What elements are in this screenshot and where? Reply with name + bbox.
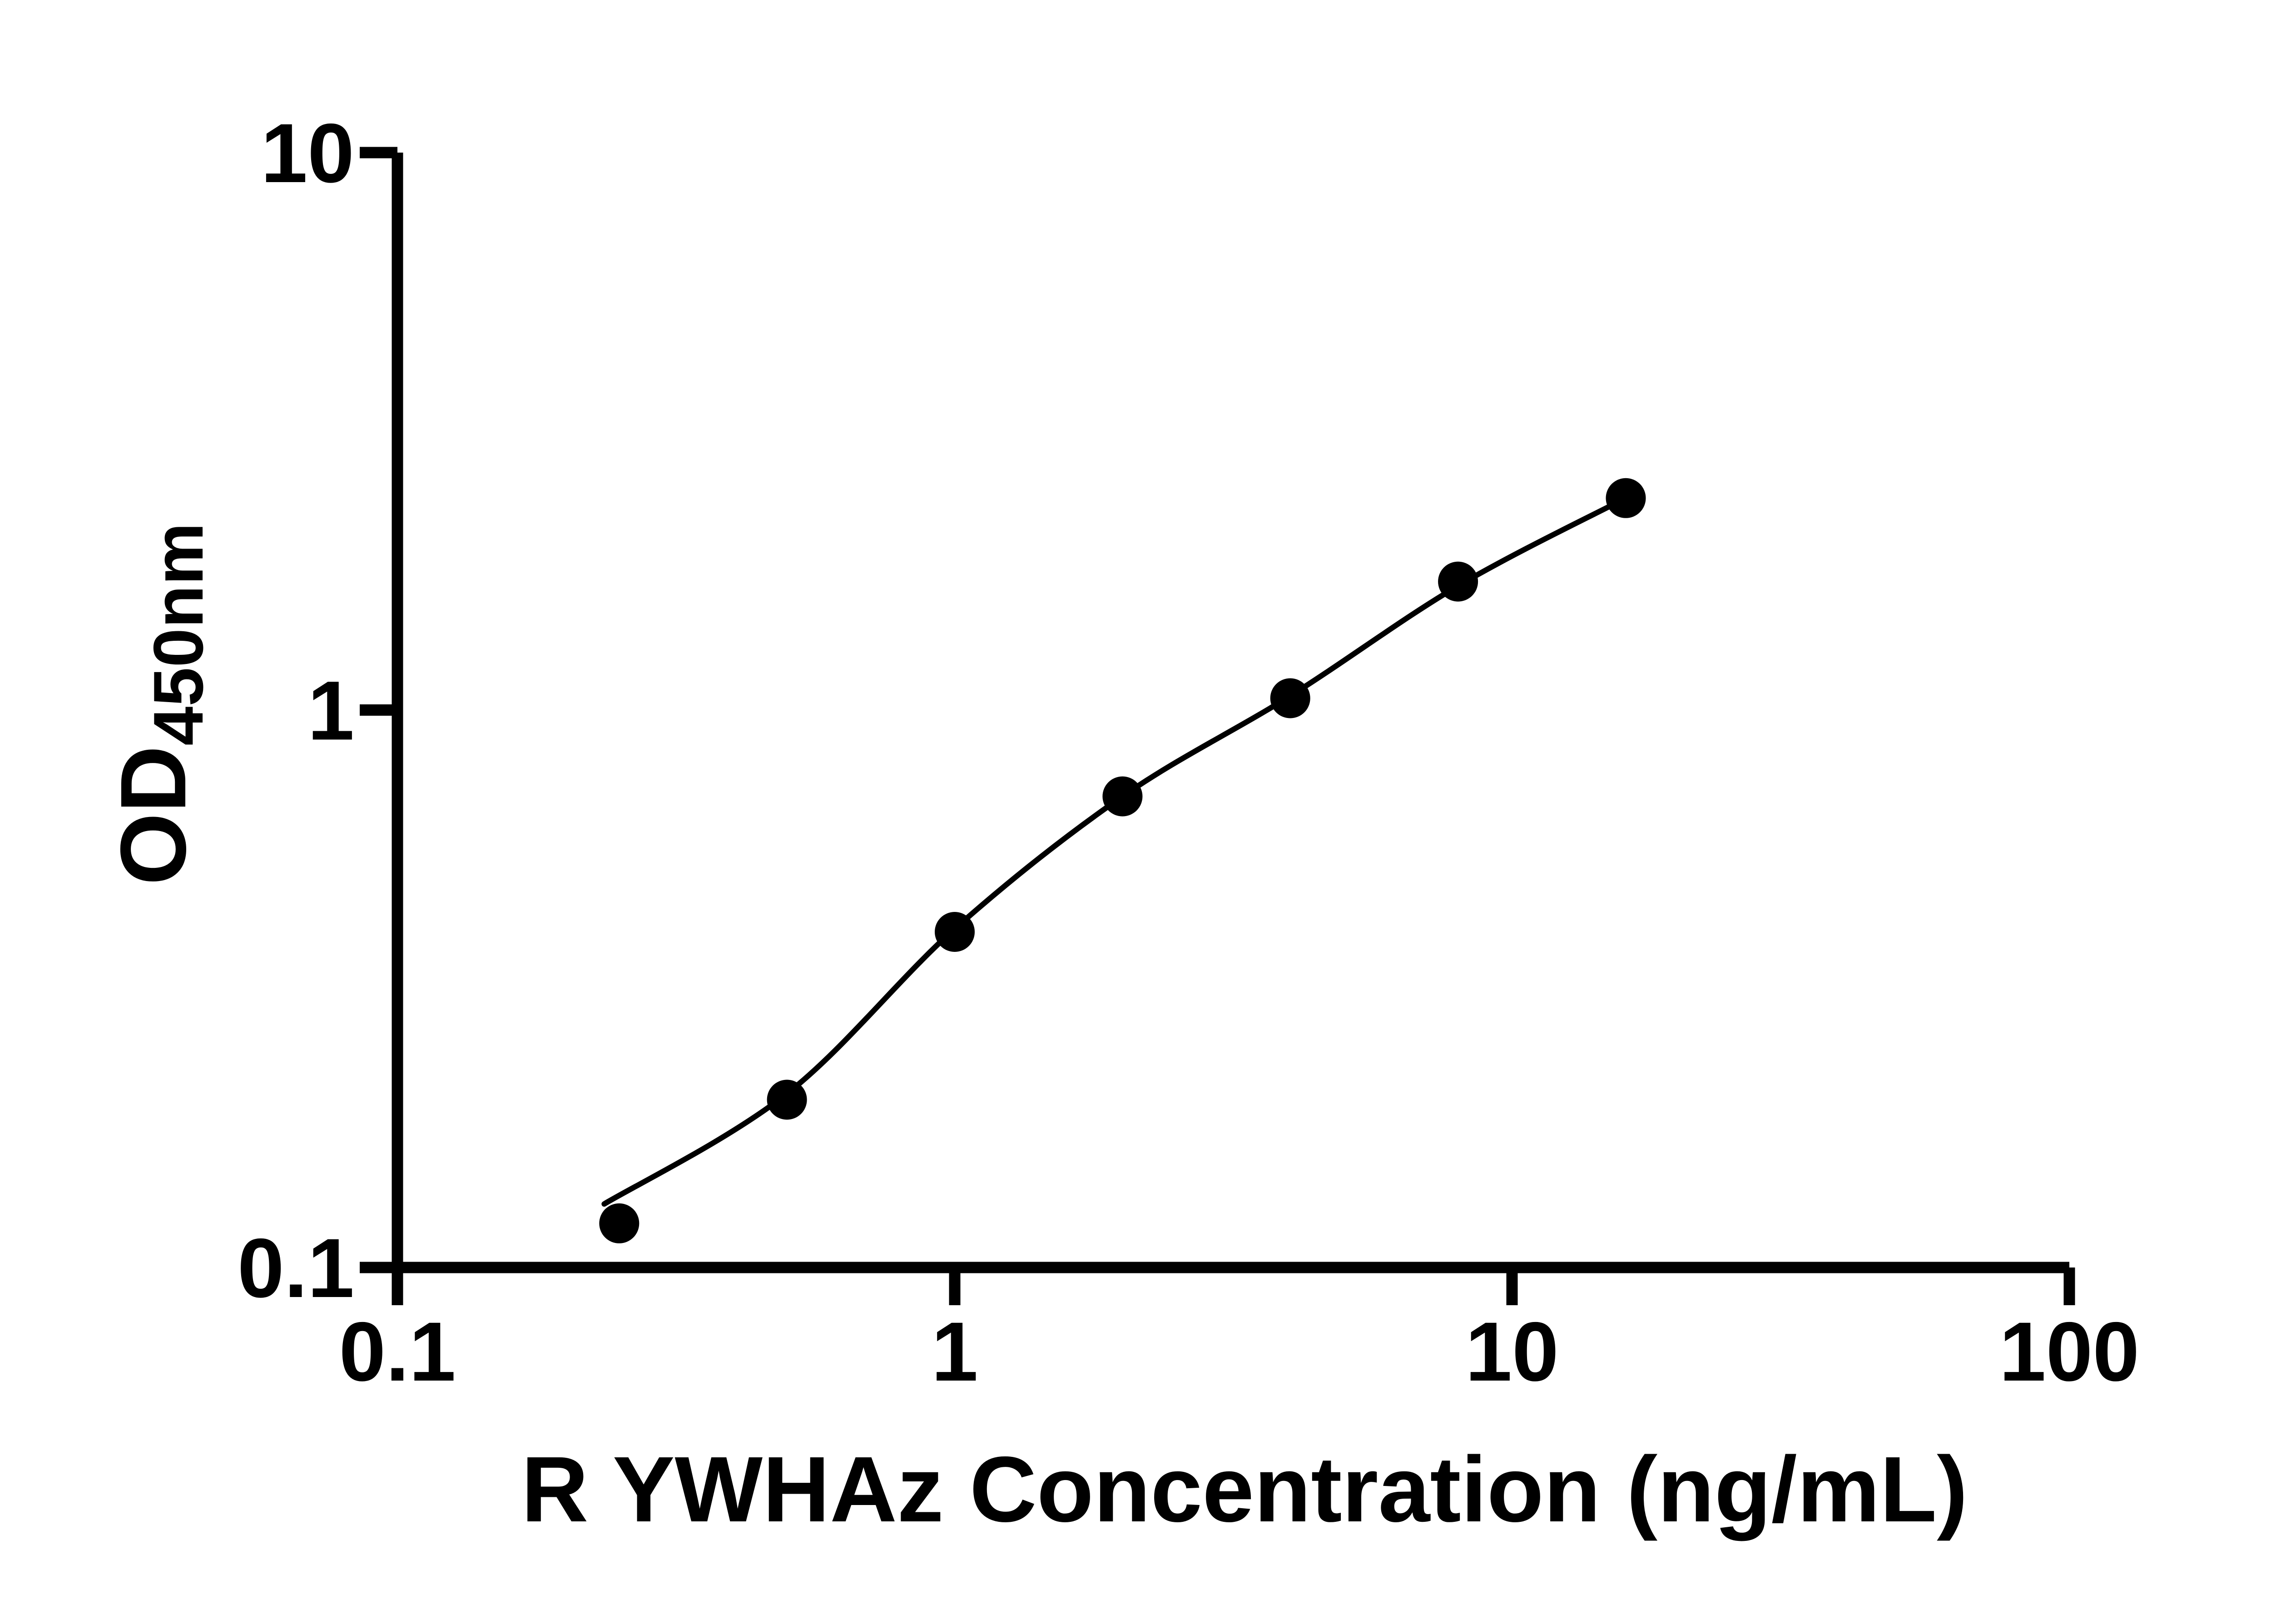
x-tick-label: 0.1	[339, 1305, 456, 1399]
axes	[392, 153, 2069, 1273]
x-tick-label: 100	[1999, 1305, 2140, 1399]
axis-lines	[392, 153, 2069, 1273]
x-tick-labels: 0.1 1 10 100	[339, 1305, 2139, 1399]
y-tick-label: 1	[307, 664, 354, 758]
fit-curve	[601, 495, 1629, 1207]
data-point	[767, 1079, 807, 1120]
x-ticks	[392, 1268, 2075, 1305]
data-point	[935, 912, 975, 952]
data-point	[1438, 561, 1478, 602]
y-axis-title: OD450nm	[101, 523, 218, 886]
y-tick-label: 0.1	[238, 1222, 354, 1315]
data-point	[1606, 478, 1646, 518]
x-tick-label: 10	[1465, 1305, 1559, 1399]
y-tick-label: 10	[261, 107, 354, 200]
x-tick-label: 1	[932, 1305, 978, 1399]
x-axis-title: R YWHAz Concentration (ng/mL)	[521, 1437, 1968, 1541]
y-axis-title-sub: 450nm	[139, 523, 218, 746]
data-point	[1102, 776, 1143, 817]
data-points	[599, 478, 1646, 1243]
y-tick-labels: 0.1 1 10	[238, 107, 354, 1315]
y-ticks	[360, 147, 397, 1273]
data-point	[599, 1203, 640, 1243]
data-point	[1270, 678, 1310, 718]
y-axis-title-main: OD	[101, 746, 205, 886]
